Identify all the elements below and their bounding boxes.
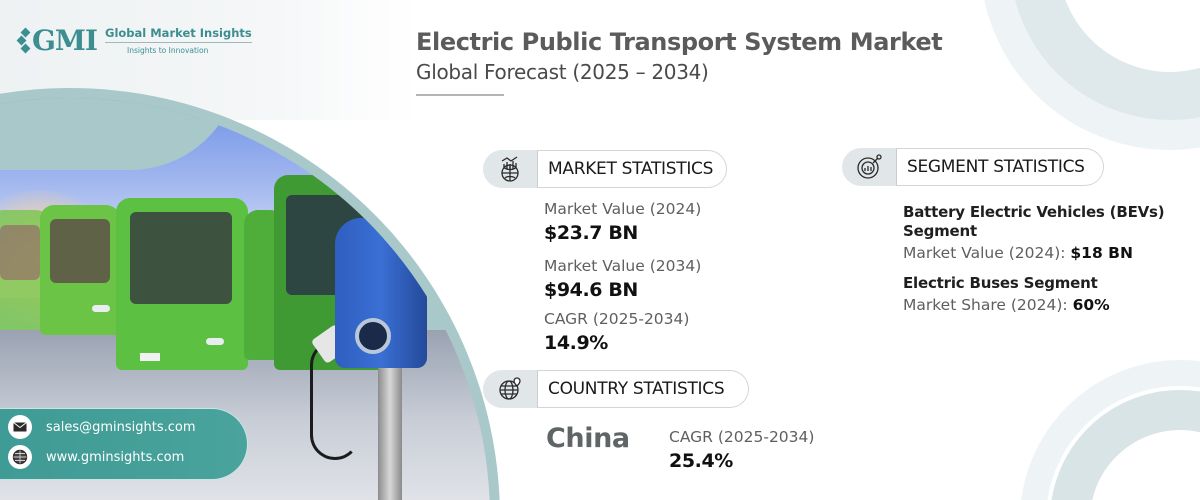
- logo-mark: GMI: [32, 23, 98, 57]
- target-chart-icon: [842, 148, 896, 186]
- bus-3: [116, 198, 248, 370]
- logo-name: Global Market Insights: [105, 26, 252, 43]
- logo-diamond-icon: [16, 27, 32, 54]
- gmi-logo: GMI Global Market Insights Insights to I…: [16, 23, 252, 57]
- country-statistics-heading: COUNTRY STATISTICS: [537, 370, 749, 408]
- globe-icon: [8, 445, 32, 469]
- segment-statistics-heading: SEGMENT STATISTICS: [896, 148, 1104, 186]
- country-cagr-value: 25.4%: [669, 450, 733, 472]
- market-value-2024: $23.7 BN: [544, 222, 638, 244]
- globe-pin-icon: [483, 370, 537, 408]
- segment-bev-metric-value: $18 BN: [1070, 244, 1133, 262]
- country-statistics-badge: COUNTRY STATISTICS: [483, 370, 749, 408]
- segment-bev-title-cont: Segment: [903, 222, 977, 240]
- page-title: Electric Public Transport System Market: [416, 28, 943, 56]
- segment-buses-title: Electric Buses Segment: [903, 274, 1098, 292]
- logo-tagline: Insights to Innovation: [127, 46, 209, 55]
- bus-2: [40, 205, 120, 335]
- envelope-icon: [8, 415, 32, 439]
- charger-pole: [378, 368, 402, 500]
- contact-email[interactable]: sales@gminsights.com: [46, 419, 196, 435]
- contact-panel: sales@gminsights.com www.gminsights.com: [0, 408, 248, 480]
- segment-bev-metric: Market Value (2024): $18 BN: [903, 244, 1133, 262]
- page-subtitle: Global Forecast (2025 – 2034): [416, 60, 709, 84]
- cagr-label: CAGR (2025-2034): [544, 310, 690, 328]
- segment-statistics-badge: SEGMENT STATISTICS: [842, 148, 1104, 186]
- cagr-value: 14.9%: [544, 332, 608, 354]
- globe-chart-icon: [483, 150, 537, 188]
- country-name: China: [546, 423, 630, 454]
- market-statistics-heading: MARKET STATISTICS: [537, 150, 727, 188]
- market-value-2024-label: Market Value (2024): [544, 200, 702, 218]
- segment-buses-metric-value: 60%: [1072, 296, 1110, 314]
- segment-bev-metric-label: Market Value (2024):: [903, 244, 1071, 262]
- segment-bev-title: Battery Electric Vehicles (BEVs): [903, 203, 1165, 221]
- contact-website-row[interactable]: www.gminsights.com: [8, 445, 184, 469]
- segment-buses-metric-label: Market Share (2024):: [903, 296, 1073, 314]
- charger-port: [355, 318, 391, 354]
- title-divider: [416, 94, 504, 96]
- contact-email-row[interactable]: sales@gminsights.com: [8, 415, 196, 439]
- segment-buses-metric: Market Share (2024): 60%: [903, 296, 1110, 314]
- market-value-2034-label: Market Value (2034): [544, 257, 702, 275]
- ev-charger: [335, 218, 427, 368]
- market-statistics-badge: MARKET STATISTICS: [483, 150, 727, 188]
- country-cagr-label: CAGR (2025-2034): [669, 428, 815, 446]
- title-block: Electric Public Transport System Market …: [416, 28, 943, 96]
- charging-cable: [310, 340, 360, 460]
- market-value-2034: $94.6 BN: [544, 279, 638, 301]
- contact-website[interactable]: www.gminsights.com: [46, 449, 185, 465]
